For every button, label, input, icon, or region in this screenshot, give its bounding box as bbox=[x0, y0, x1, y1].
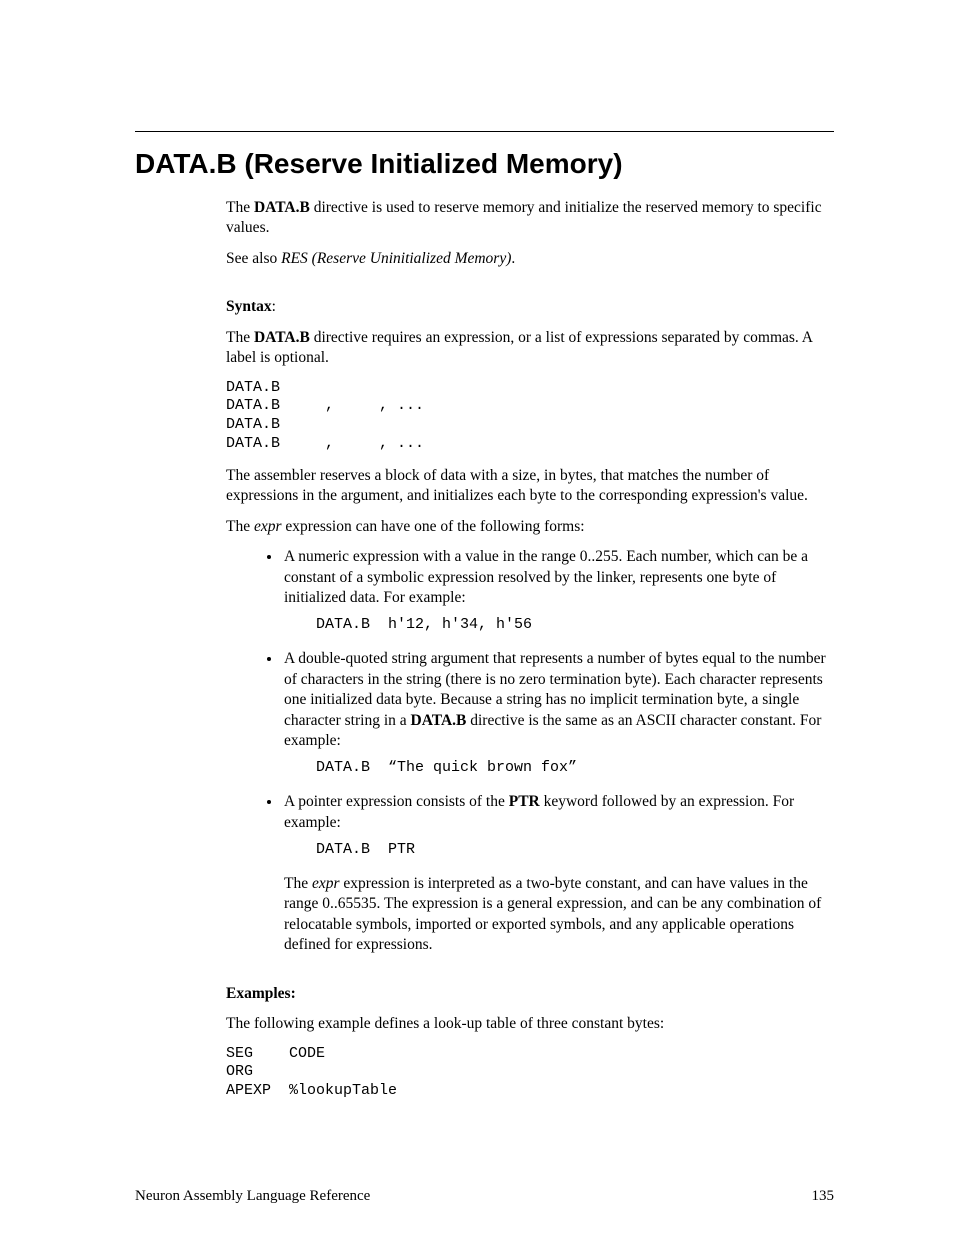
list-item: A pointer expression consists of the PTR… bbox=[282, 792, 828, 955]
text: directive requires an expression, or a l… bbox=[226, 329, 812, 366]
syntax-paragraph-2: The assembler reserves a block of data w… bbox=[226, 466, 828, 507]
text: directive is used to reserve memory and … bbox=[226, 199, 822, 236]
body-content: The DATA.B directive is used to reserve … bbox=[226, 198, 828, 1113]
horizontal-rule bbox=[135, 131, 834, 132]
text: A pointer expression consists of the bbox=[284, 793, 509, 810]
examples-paragraph: The following example defines a look-up … bbox=[226, 1014, 828, 1034]
list-item: A numeric expression with a value in the… bbox=[282, 547, 828, 635]
examples-heading: Examples: bbox=[226, 984, 828, 1004]
list-text: A numeric expression with a value in the… bbox=[284, 547, 828, 608]
text: . bbox=[511, 250, 515, 267]
text: The bbox=[226, 329, 254, 346]
syntax-paragraph-1: The DATA.B directive requires an express… bbox=[226, 328, 828, 369]
directive-name: DATA.B bbox=[254, 199, 310, 216]
syntax-code-block: DATA.B DATA.B , , ... DATA.B DATA.B , , … bbox=[226, 379, 828, 454]
forms-list: A numeric expression with a value in the… bbox=[226, 547, 828, 956]
list-item: A double-quoted string argument that rep… bbox=[282, 649, 828, 778]
list-text: A double-quoted string argument that rep… bbox=[284, 649, 828, 751]
list-text: A pointer expression consists of the PTR… bbox=[284, 792, 828, 833]
footer-title: Neuron Assembly Language Reference bbox=[135, 1188, 370, 1205]
section-title: DATA.B (Reserve Initialized Memory) bbox=[135, 148, 623, 180]
directive-name: DATA.B bbox=[411, 712, 467, 729]
syntax-heading: Syntax: bbox=[226, 297, 828, 317]
heading-text: Syntax bbox=[226, 298, 272, 315]
directive-name: DATA.B bbox=[254, 329, 310, 346]
code-example: DATA.B “The quick brown fox” bbox=[316, 759, 828, 778]
text: See also bbox=[226, 250, 281, 267]
cross-reference: RES (Reserve Uninitialized Memory) bbox=[281, 250, 511, 267]
text: The bbox=[284, 875, 312, 892]
page: DATA.B (Reserve Initialized Memory) The … bbox=[0, 0, 954, 1235]
intro-paragraph-1: The DATA.B directive is used to reserve … bbox=[226, 198, 828, 239]
text: The bbox=[226, 199, 254, 216]
heading-text: Examples: bbox=[226, 985, 296, 1002]
list-text-2: The expr expression is interpreted as a … bbox=[284, 874, 828, 956]
code-example: DATA.B h'12, h'34, h'56 bbox=[316, 616, 828, 635]
text: expression is interpreted as a two-byte … bbox=[284, 875, 821, 953]
text: expression can have one of the following… bbox=[282, 518, 585, 535]
intro-paragraph-2: See also RES (Reserve Uninitialized Memo… bbox=[226, 249, 828, 269]
page-number: 135 bbox=[812, 1188, 835, 1205]
text: : bbox=[272, 298, 276, 315]
keyword: PTR bbox=[509, 793, 540, 810]
term: expr bbox=[312, 875, 340, 892]
term: expr bbox=[254, 518, 282, 535]
code-example: DATA.B PTR bbox=[316, 841, 828, 860]
page-footer: Neuron Assembly Language Reference 135 bbox=[135, 1188, 834, 1205]
text: The bbox=[226, 518, 254, 535]
examples-code-block: SEG CODE ORG APEXP %lookupTable bbox=[226, 1045, 828, 1101]
syntax-paragraph-3: The expr expression can have one of the … bbox=[226, 517, 828, 537]
